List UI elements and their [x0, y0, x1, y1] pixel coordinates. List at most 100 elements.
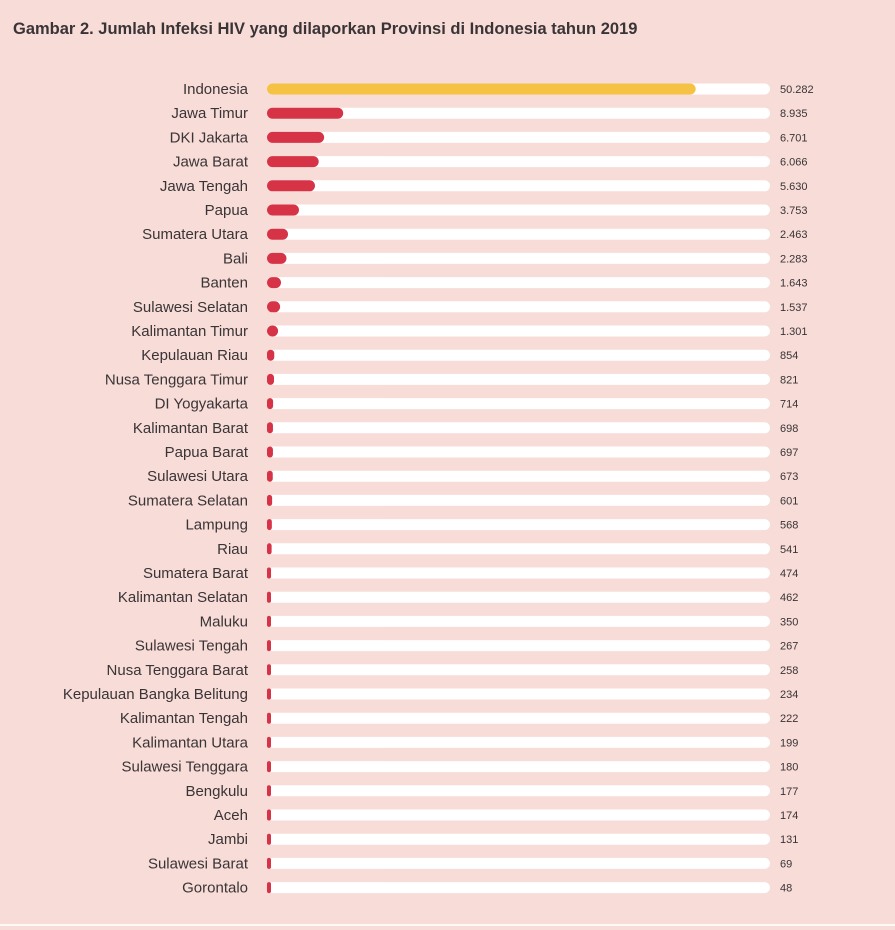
bar — [267, 567, 272, 579]
bar — [267, 519, 272, 531]
bar — [267, 325, 279, 337]
category-label: Aceh — [214, 807, 248, 824]
category-label: Sulawesi Barat — [148, 855, 249, 872]
bar-track — [267, 470, 770, 482]
bar-track — [267, 833, 770, 845]
bar — [267, 204, 299, 216]
bottom-divider — [0, 924, 895, 926]
value-label: 131 — [780, 834, 798, 846]
value-label: 568 — [780, 520, 798, 532]
value-label: 258 — [780, 665, 798, 677]
bar — [267, 809, 271, 821]
bar-track — [267, 615, 770, 627]
value-label: 174 — [780, 810, 798, 822]
value-label: 222 — [780, 713, 798, 725]
category-label: Kalimantan Barat — [133, 420, 249, 437]
bar — [267, 494, 273, 506]
bar — [267, 83, 696, 95]
category-label: Nusa Tenggara Timur — [105, 371, 248, 388]
bar — [267, 180, 315, 192]
bar-track — [267, 301, 770, 313]
bar — [267, 712, 271, 724]
bar — [267, 470, 273, 482]
bar — [267, 615, 271, 627]
bar — [267, 373, 274, 385]
category-label: Sulawesi Tenggara — [122, 759, 249, 776]
category-label: Bali — [223, 250, 248, 267]
value-label: 50.282 — [780, 84, 814, 96]
bar — [267, 640, 271, 652]
value-label: 234 — [780, 689, 798, 701]
value-label: 177 — [780, 786, 798, 798]
bar-track — [267, 494, 770, 506]
bar — [267, 349, 275, 361]
category-label: Maluku — [200, 613, 248, 630]
bar — [267, 833, 271, 845]
category-label: Sumatera Utara — [142, 226, 249, 243]
bar-track — [267, 446, 770, 458]
bar — [267, 252, 287, 264]
value-label: 601 — [780, 495, 798, 507]
value-label: 673 — [780, 471, 798, 483]
bar-track — [267, 349, 770, 361]
value-label: 3.753 — [780, 205, 808, 217]
bar — [267, 446, 273, 458]
bar — [267, 785, 271, 797]
bar — [267, 301, 281, 313]
value-label: 5.630 — [780, 181, 808, 193]
bar — [267, 277, 282, 289]
value-label: 1.643 — [780, 278, 808, 290]
category-label: Sumatera Barat — [143, 565, 249, 582]
bar — [267, 761, 271, 773]
value-label: 48 — [780, 883, 792, 895]
bar-track — [267, 785, 770, 797]
value-label: 199 — [780, 737, 798, 749]
bar — [267, 882, 271, 894]
value-label: 69 — [780, 858, 792, 870]
category-label: Jawa Barat — [173, 154, 249, 171]
bar-track — [267, 422, 770, 434]
value-label: 697 — [780, 447, 798, 459]
category-label: Jawa Tengah — [160, 178, 248, 195]
bar — [267, 591, 271, 603]
bar — [267, 398, 274, 410]
category-label: Sulawesi Tengah — [135, 638, 248, 655]
bar — [267, 664, 271, 676]
category-label: Kalimantan Tengah — [120, 710, 248, 727]
bar — [267, 131, 325, 143]
value-label: 1.301 — [780, 326, 808, 338]
value-label: 1.537 — [780, 302, 808, 314]
value-label: 698 — [780, 423, 798, 435]
category-label: Sumatera Selatan — [128, 492, 248, 509]
category-label: Papua — [205, 202, 249, 219]
value-label: 6.701 — [780, 132, 808, 144]
bar-track — [267, 325, 770, 337]
bar-track — [267, 736, 770, 748]
category-label: Kepulauan Riau — [141, 347, 248, 364]
category-label: DKI Jakarta — [170, 129, 249, 146]
category-label: Sulawesi Utara — [147, 468, 249, 485]
bar-track — [267, 252, 770, 264]
category-label: Kalimantan Selatan — [118, 589, 248, 606]
value-label: 180 — [780, 762, 798, 774]
bar-track — [267, 688, 770, 700]
value-label: 6.066 — [780, 157, 808, 169]
category-label: DI Yogyakarta — [155, 396, 249, 413]
category-label: Papua Barat — [165, 444, 249, 461]
category-label: Banten — [200, 275, 248, 292]
bar-track — [267, 519, 770, 531]
bar-track — [267, 761, 770, 773]
bar-track — [267, 180, 770, 192]
bar-track — [267, 543, 770, 555]
category-label: Sulawesi Selatan — [133, 299, 248, 316]
bar-track — [267, 204, 770, 216]
value-label: 2.283 — [780, 253, 808, 265]
value-label: 821 — [780, 374, 798, 386]
bar-track — [267, 664, 770, 676]
bar — [267, 736, 271, 748]
value-label: 267 — [780, 641, 798, 653]
bar — [267, 857, 271, 869]
category-label: Kalimantan Timur — [131, 323, 248, 340]
value-label: 2.463 — [780, 229, 808, 241]
